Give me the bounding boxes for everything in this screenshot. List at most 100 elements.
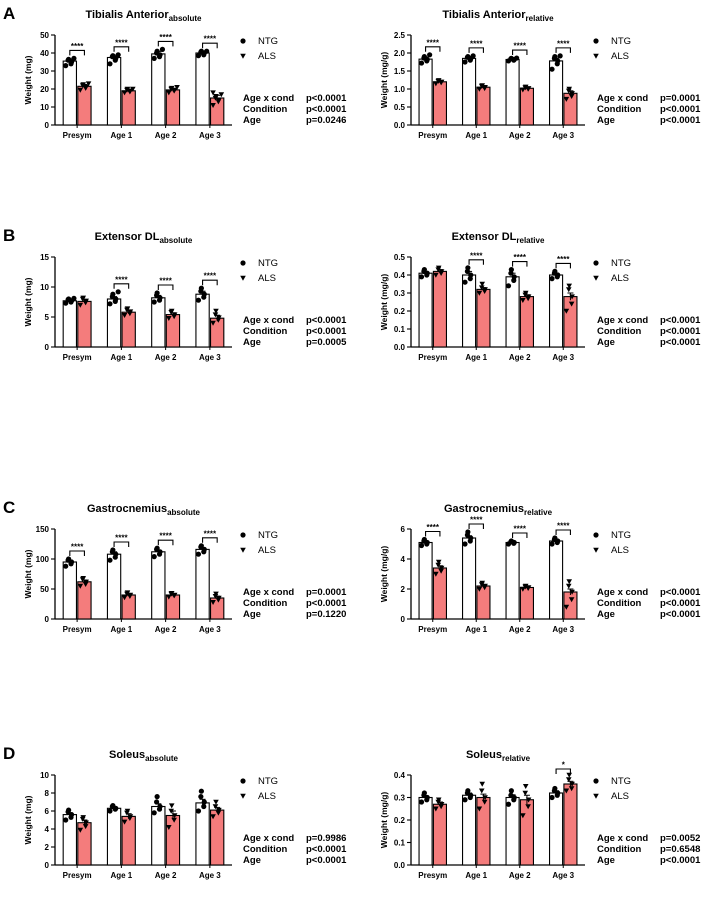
stat-value: p<0.0001 <box>660 855 701 866</box>
data-point-als <box>213 591 219 597</box>
x-tick-label: Age 1 <box>465 131 487 140</box>
bar-als <box>519 799 535 866</box>
x-tick-label: Age 1 <box>110 871 132 880</box>
stat-label: Age x cond <box>597 93 648 104</box>
data-point-als <box>566 579 573 585</box>
legend-label: ALS <box>611 791 629 802</box>
bar-ntg <box>418 272 433 348</box>
significance-label: * <box>562 761 566 770</box>
data-point-als <box>525 797 532 803</box>
data-point-als <box>127 309 134 315</box>
bar-ntg <box>461 274 477 348</box>
data-point-ntg <box>511 274 517 280</box>
x-tick-label: Age 2 <box>155 353 177 362</box>
data-point-als <box>166 594 172 600</box>
x-tick-label: Age 1 <box>110 131 132 140</box>
data-point-als <box>478 788 485 794</box>
title-main: Extensor DL <box>452 231 517 243</box>
significance-bracket <box>202 42 218 49</box>
data-point-als <box>435 797 442 803</box>
data-point-ntg <box>549 66 555 72</box>
data-point-ntg <box>462 59 468 65</box>
data-point-ntg <box>505 283 512 289</box>
data-point-als <box>171 817 177 823</box>
data-point-als <box>433 571 439 577</box>
y-tick-label: 0.5 <box>394 103 406 112</box>
data-point-als <box>218 92 225 98</box>
x-tick-label: Age 2 <box>509 871 531 880</box>
bar-als <box>121 311 136 348</box>
bar-als <box>519 296 535 348</box>
data-point-ntg <box>66 56 72 62</box>
bar-ntg <box>195 52 210 126</box>
x-tick-label: Presym <box>63 131 92 140</box>
data-point-ntg <box>107 301 113 307</box>
chart-b-1: Extensor DLabsolute 0 5 10 15 Weight (mg) Pres… <box>23 231 347 362</box>
significance-bracket <box>468 47 484 53</box>
bar-als <box>519 87 535 126</box>
data-point-als <box>80 815 87 821</box>
y-tick-label: 4 <box>401 555 406 564</box>
significance-label: **** <box>470 251 483 260</box>
significance-label: **** <box>514 42 527 51</box>
y-tick-label: 0.1 <box>394 839 406 848</box>
bar-ntg <box>461 537 477 620</box>
bar-als <box>476 86 491 126</box>
data-point-als <box>565 583 572 589</box>
significance-bracket <box>113 541 130 547</box>
stat-value: p=0.0246 <box>306 115 346 126</box>
data-point-als <box>563 96 570 102</box>
y-axis-label: Weight (mg) <box>23 795 33 844</box>
data-point-als <box>438 269 445 275</box>
x-tick-label: Presym <box>418 625 447 634</box>
bar-als <box>121 815 136 866</box>
y-tick-label: 0 <box>45 343 50 352</box>
data-point-ntg <box>505 801 512 807</box>
data-point-ntg <box>63 817 69 823</box>
x-tick-label: Age 3 <box>199 353 221 362</box>
chart-c-1: Gastrocnemiusabsolute 0 50 100 150 Weight (mg… <box>23 503 347 634</box>
data-point-als <box>522 84 529 90</box>
data-point-als <box>482 795 488 801</box>
title-subscript: relative <box>524 508 553 517</box>
data-point-ntg <box>198 543 204 549</box>
bar-ntg <box>505 58 520 126</box>
data-point-ntg <box>66 556 72 562</box>
y-tick-label: 2 <box>45 843 50 852</box>
x-tick-label: Presym <box>63 625 92 634</box>
significance-label: **** <box>159 532 172 541</box>
data-point-ntg <box>159 46 166 53</box>
data-point-als <box>566 86 573 92</box>
significance-bracket <box>425 46 441 52</box>
data-point-ntg <box>198 48 204 54</box>
y-tick-label: 0 <box>45 615 50 624</box>
data-point-ntg <box>418 274 425 280</box>
significance-label: **** <box>159 277 172 286</box>
data-point-ntg <box>465 529 471 535</box>
bar-als <box>432 270 448 348</box>
y-tick-label: 50 <box>40 585 49 594</box>
x-tick-label: Age 2 <box>155 871 177 880</box>
chart-title: Soleusabsolute <box>109 749 179 763</box>
title-subscript: absolute <box>167 508 200 517</box>
data-point-als <box>83 85 89 90</box>
data-point-als <box>479 83 486 89</box>
legend-marker-als <box>240 53 246 59</box>
significance-bracket <box>113 46 130 52</box>
significance-label: **** <box>115 38 128 47</box>
data-point-ntg <box>110 53 116 59</box>
stat-value: p=0.0052 <box>660 833 700 844</box>
y-tick-label: 6 <box>45 807 50 816</box>
data-point-ntg <box>462 797 468 803</box>
significance-bracket <box>157 40 174 47</box>
y-tick-label: 8 <box>45 789 50 798</box>
y-axis-label: Weight (mg) <box>23 549 33 598</box>
bar-als <box>432 81 448 126</box>
data-point-als <box>127 814 134 820</box>
stat-value: p<0.0001 <box>306 315 347 326</box>
y-tick-label: 0.3 <box>394 289 406 298</box>
data-point-als <box>520 586 526 592</box>
x-tick-label: Age 2 <box>509 625 531 634</box>
stat-label: Age <box>243 115 261 126</box>
bar-ntg <box>461 794 477 866</box>
